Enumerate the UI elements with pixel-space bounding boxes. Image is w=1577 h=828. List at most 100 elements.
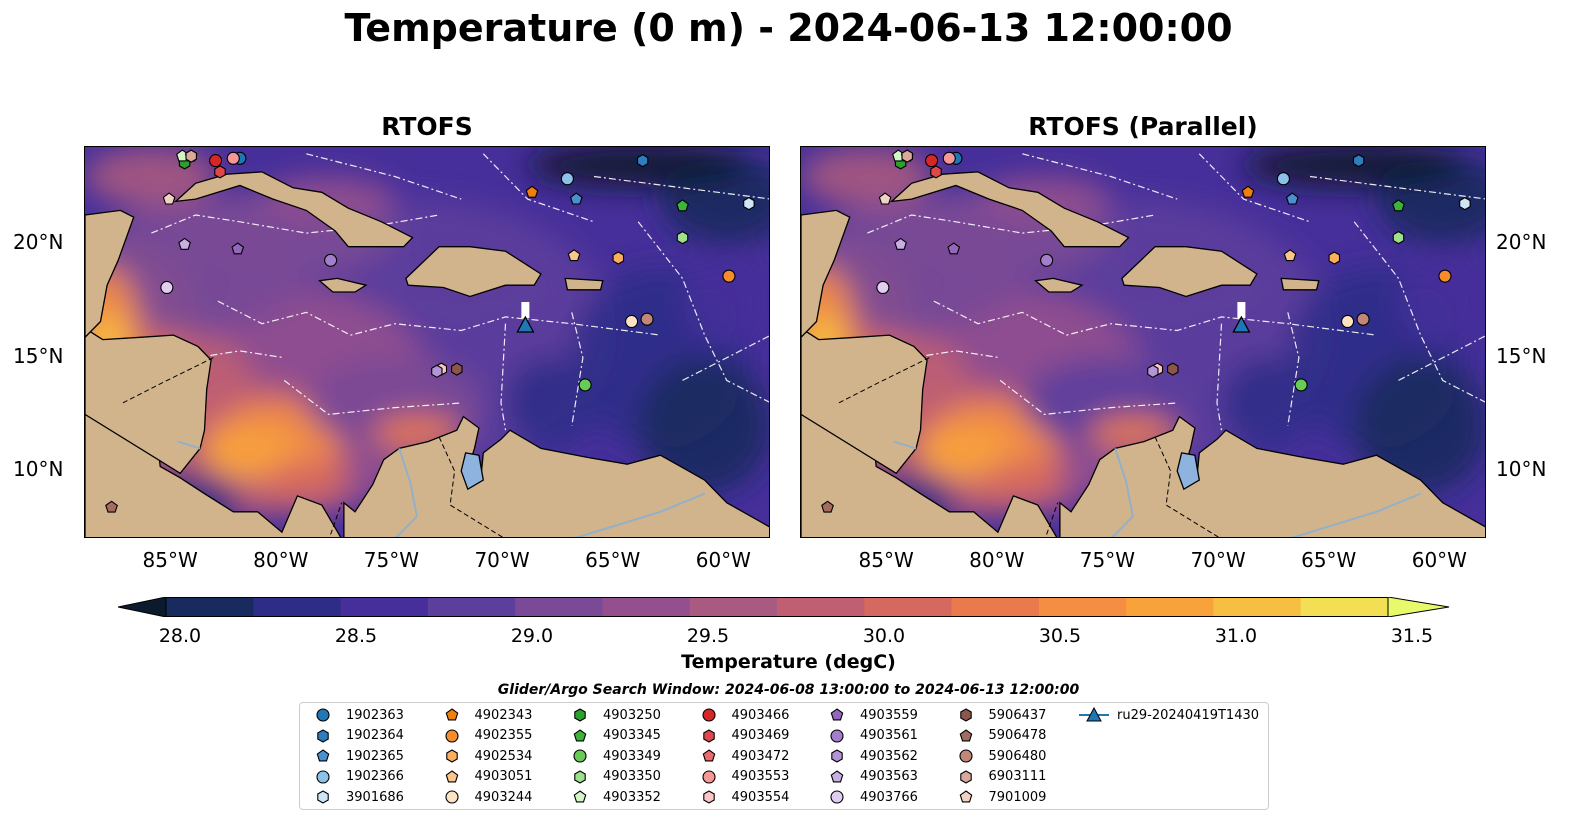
legend-marker-icon (316, 769, 330, 784)
lon-tick-label: 75°W (1079, 548, 1136, 572)
legend-marker-icon (316, 749, 330, 762)
legend-item: 4903562 (822, 746, 918, 766)
colorbar-bin (1126, 597, 1214, 617)
legend-item: 4903352 (565, 787, 661, 807)
legend-label: 4903051 (474, 769, 533, 784)
legend-label: 4903349 (603, 748, 661, 764)
float-marker-4903051 (1283, 249, 1297, 262)
figure-title: Temperature (0 m) - 2024-06-13 12:00:00 (344, 6, 1233, 50)
legend-label: 1902363 (346, 707, 404, 723)
legend-item: 4903466 (694, 705, 790, 725)
float-marker-5906478 (105, 500, 118, 513)
legend-marker-icon (959, 769, 972, 784)
colorbar-label: Temperature (degC) (681, 651, 896, 673)
map-panel-rtofs (84, 146, 770, 538)
lon-tick-label: 75°W (363, 548, 420, 572)
legend-label: 4902355 (474, 728, 533, 743)
lon-tick-label: 60°W (1411, 548, 1467, 572)
float-marker-7901009 (162, 192, 176, 205)
colorbar-bin (427, 597, 516, 617)
legend-label: 1902365 (346, 748, 404, 764)
float-marker-4903345 (1392, 199, 1405, 212)
legend-marker-icon (831, 749, 843, 763)
legend-item: 1902364 (308, 726, 404, 746)
lat-tick-label-right: 15°N (1496, 343, 1547, 368)
float-marker-1902366 (560, 172, 574, 186)
colorbar-tick-label: 31.5 (1390, 625, 1434, 647)
panel-title-rtofs-parallel: RTOFS (Parallel) (1028, 112, 1258, 141)
legend-label: 4903553 (731, 769, 790, 784)
colorbar-tick-label: 29.0 (510, 625, 554, 647)
legend-marker-icon (444, 728, 459, 743)
legend-label: 4903350 (603, 769, 661, 784)
legend-label: 4903466 (731, 707, 790, 723)
legend-item: 4903244 (437, 787, 532, 807)
legend-label: 4903554 (731, 789, 790, 805)
lat-tick-label-right: 20°N (1496, 230, 1547, 255)
legend-marker-icon (1079, 707, 1109, 722)
float-marker-4903561 (1040, 253, 1054, 267)
legend-marker-icon (702, 749, 715, 762)
colorbar-bin (515, 597, 603, 617)
legend-label: 7901009 (988, 789, 1047, 805)
lon-tick-label: 85°W (858, 548, 914, 572)
float-marker-4903553 (226, 151, 240, 165)
legend-item: 5906480 (951, 746, 1046, 766)
float-marker-4902343 (525, 185, 539, 198)
legend-marker-icon (830, 708, 844, 721)
map-panel-rtofs-parallel (800, 146, 1486, 538)
float-marker-7901009 (878, 192, 892, 205)
lon-tick-label: 85°W (142, 548, 198, 572)
float-marker-4903766 (876, 280, 890, 295)
float-marker-1902364 (636, 153, 649, 168)
legend-label: 4903345 (603, 728, 661, 743)
legend-item: 4903349 (565, 746, 661, 766)
legend-item: 4903350 (565, 767, 661, 787)
float-marker-4903244 (1341, 314, 1355, 329)
legend-label: 4903469 (731, 728, 790, 743)
colorbar-extend-low (117, 596, 167, 618)
float-marker-3901686 (743, 196, 755, 211)
lon-tick-label: 70°W (1190, 548, 1246, 572)
legend-label: 1902366 (346, 769, 404, 784)
legend-marker-icon (574, 769, 586, 784)
legend-label: 5906437 (988, 707, 1047, 723)
legend-label: 4903562 (860, 748, 918, 764)
float-marker-6903111 (901, 149, 913, 163)
float-marker-4902343 (1241, 185, 1255, 198)
legend-item: 7901009 (951, 787, 1047, 807)
float-marker-5906478 (821, 500, 834, 513)
float-marker-1902365 (1285, 192, 1299, 205)
colorbar-tick-label: 28.5 (334, 625, 378, 647)
lat-tick-label-left: 10°N (13, 457, 64, 482)
legend-item: 4903561 (822, 726, 918, 746)
legend-marker-icon (573, 790, 587, 803)
colorbar-extend-high (1387, 596, 1450, 618)
legend-item: 4903469 (694, 726, 790, 746)
float-marker-4903350 (676, 230, 689, 245)
legend-marker-icon (959, 790, 972, 803)
glider-track (521, 302, 530, 319)
float-marker-4903562 (1147, 364, 1159, 378)
float-marker-4903244 (625, 314, 639, 329)
float-marker-4903469 (214, 165, 226, 179)
colorbar-gradient (117, 596, 1450, 618)
legend-label: 1902364 (346, 728, 404, 743)
colorbar-bin (777, 597, 865, 617)
float-marker-5906480 (640, 312, 654, 326)
legend-marker-icon (830, 790, 844, 804)
legend-label: 4903559 (860, 707, 918, 723)
colorbar-bin (340, 597, 429, 617)
legend-item: 5906437 (951, 705, 1047, 725)
float-marker-4903051 (567, 249, 581, 262)
legend-item: 4903553 (694, 767, 790, 787)
legend-marker-icon (445, 708, 458, 721)
float-marker-1902366 (1276, 172, 1290, 186)
legend-label: ru29-20240419T1430 (1117, 707, 1260, 723)
float-marker-5906480 (1356, 312, 1370, 326)
colorbar-bin (864, 597, 953, 617)
legend-label: 5906478 (988, 728, 1047, 743)
colorbar-tick-label: 29.5 (686, 625, 730, 647)
float-marker-4903345 (676, 199, 689, 212)
legend-item: 4903250 (565, 705, 661, 725)
